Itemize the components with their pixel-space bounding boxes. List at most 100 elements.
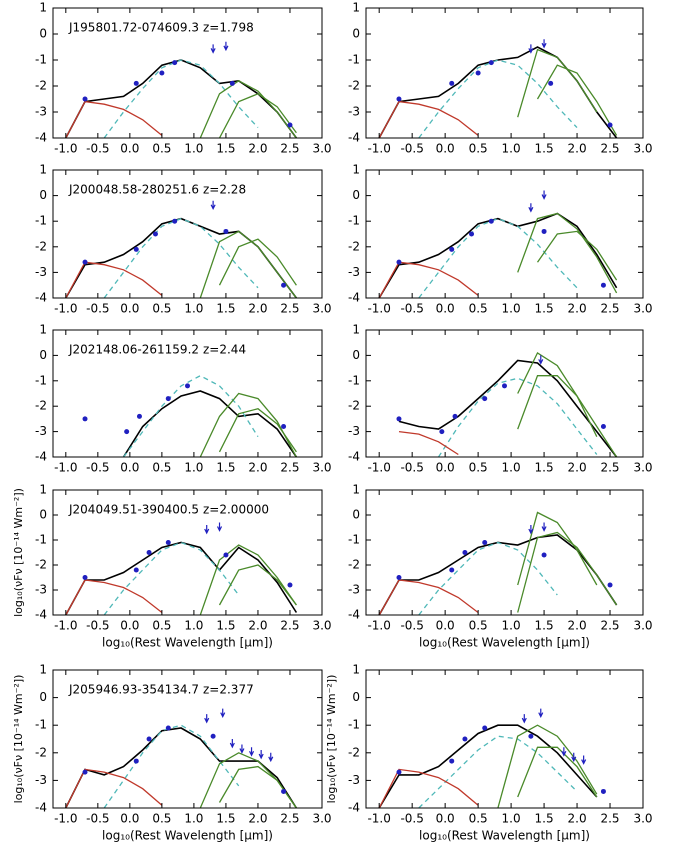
y-tick-label: -2: [348, 239, 360, 253]
y-tick-label: 0: [352, 348, 360, 362]
x-tick-label: 1.5: [216, 812, 235, 826]
x-tick-label: 1.0: [502, 619, 521, 633]
model-curve: [536, 64, 618, 136]
panel: -4 -3 -2 -1 0 1 -1.0 -0.5 0.0 0.5 1.0 1.5 2.0 2.5 3.0: [348, 163, 653, 316]
y-tick-label: -3: [35, 105, 47, 119]
y-tick-label: -2: [348, 79, 360, 93]
x-tick-label: 3.0: [633, 142, 652, 156]
redshift: z=2.00000: [203, 503, 269, 517]
x-axis-label: log₁₀(Rest Wavelength [μm]): [419, 636, 590, 650]
data-point: [124, 429, 130, 435]
y-tick-label: -3: [35, 265, 47, 279]
upper-limit: [220, 708, 226, 718]
y-axis-label: log₁₀(νFν [10⁻¹⁴ Wm⁻²]): [12, 488, 25, 617]
data-point: [482, 396, 488, 402]
model-curve: [65, 261, 163, 298]
x-tick-label: 0.5: [469, 142, 488, 156]
x-tick-label: 2.5: [600, 812, 619, 826]
panel: -4 -3 -2 -1 0 1 -1.0 -0.5 0.0 0.5 1.0 1.5 2.0 2.5 3.0 J…: [12, 663, 332, 843]
model-curve: [378, 261, 479, 298]
frame: [365, 329, 644, 458]
frame: [52, 489, 323, 616]
upper-limit: [528, 203, 534, 213]
y-tick-label: 1: [352, 483, 360, 497]
x-tick-label: 2.5: [600, 302, 619, 316]
data-point: [165, 396, 171, 402]
upper-limit: [541, 522, 547, 532]
x-tick-label: 0.0: [120, 142, 139, 156]
panel: -4 -3 -2 -1 0 1 -1.0 -0.5 0.0 0.5 1.0 1.5 2.0 2.5 3.0 l…: [348, 483, 653, 650]
model-curve: [418, 217, 578, 298]
frame: [52, 169, 323, 299]
model-curve: [517, 511, 598, 586]
y-tick-label: 1: [39, 663, 47, 677]
data-point: [548, 80, 554, 86]
data-point: [287, 582, 293, 588]
y-tick-label: -1: [348, 373, 360, 387]
frame: [52, 329, 323, 458]
x-tick-label: 0.0: [436, 812, 455, 826]
data-point: [133, 80, 139, 86]
source-name: J200048.58-280251.6: [68, 183, 199, 197]
upper-limit: [216, 522, 223, 532]
y-tick-label: -1: [348, 53, 360, 67]
x-tick-label: 2.5: [280, 142, 299, 156]
data-point: [528, 733, 534, 739]
data-point: [449, 80, 455, 86]
model-curve: [218, 238, 297, 286]
data-point: [287, 122, 293, 128]
x-tick-label: 3.0: [633, 619, 652, 633]
x-tick-label: 1.0: [184, 619, 203, 633]
x-tick-label: 0.5: [152, 142, 171, 156]
upper-limit: [561, 747, 567, 757]
plot-area: [53, 490, 322, 615]
x-tick-label: 2.0: [248, 302, 267, 316]
plot: [378, 190, 618, 298]
x-tick-label: -0.5: [86, 619, 109, 633]
model-curve: [398, 359, 618, 457]
x-tick-label: 0.5: [152, 812, 171, 826]
y-tick-label: 1: [352, 1, 360, 15]
data-point: [449, 246, 455, 252]
y-tick-label: 0: [39, 188, 47, 202]
frame: [52, 7, 323, 139]
upper-limit: [223, 41, 229, 52]
data-point: [396, 416, 402, 422]
x-tick-label: -0.5: [400, 302, 423, 316]
plot-area: [53, 670, 322, 808]
y-tick-label: -1: [348, 214, 360, 228]
x-axis-label: log₁₀(Rest Wavelength [μm]): [419, 829, 590, 843]
upper-limit: [249, 747, 255, 757]
y-tick-label: -2: [348, 399, 360, 413]
data-point: [600, 788, 606, 794]
y-tick-label: -4: [35, 450, 47, 464]
x-tick-label: 2.5: [600, 461, 619, 475]
data-point: [281, 788, 287, 794]
x-tick-label: -1.0: [54, 619, 77, 633]
model-curve: [378, 100, 479, 138]
y-tick-label: 1: [39, 1, 47, 15]
x-tick-label: 3.0: [312, 461, 331, 475]
y-tick-label: 0: [352, 188, 360, 202]
x-axis-label: log₁₀(Rest Wavelength [μm]): [102, 636, 273, 650]
x-tick-label: 1.0: [184, 812, 203, 826]
data-point: [482, 540, 488, 545]
y-tick-label: -4: [348, 131, 360, 145]
panel: -4 -3 -2 -1 0 1 -1.0 -0.5 0.0 0.5 1.0 1.5 2.0 2.5 3.0 J…: [35, 163, 332, 316]
x-tick-label: 1.5: [535, 812, 554, 826]
data-point: [210, 733, 216, 739]
upper-limit: [210, 44, 216, 54]
source-name: J205946.93-354134.7: [68, 683, 199, 697]
data-point: [82, 259, 88, 265]
y-tick-label: -4: [35, 801, 47, 815]
x-tick-label: 2.5: [280, 461, 299, 475]
y-tick-label: -4: [348, 450, 360, 464]
source-name: J202148.06-261159.2: [68, 343, 199, 357]
model-curve: [378, 768, 479, 808]
model-curve: [218, 93, 297, 138]
model-curve: [378, 724, 598, 808]
data-point: [82, 575, 88, 580]
x-tick-label: -1.0: [367, 461, 390, 475]
panel: -4 -3 -2 -1 0 1 -1.0 -0.5 0.0 0.5 1.0 1.5 2.0 2.5 3.0 J…: [35, 1, 332, 156]
model-curve: [65, 541, 298, 615]
